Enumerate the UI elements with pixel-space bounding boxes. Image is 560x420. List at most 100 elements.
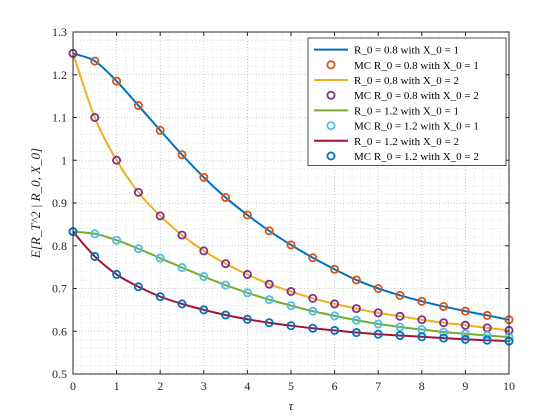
legend-entry-label: R_0 = 1.2 with X_0 = 2 [354,136,459,148]
data-point-series-7 [439,333,449,343]
data-point-series-3 [133,187,143,197]
x-tick-label: 8 [419,379,425,393]
data-point-series-1 [417,296,427,306]
x-tick-label: 6 [332,379,338,393]
data-point-series-3 [439,318,449,328]
data-point-series-5 [286,301,296,311]
data-point-series-1 [460,306,470,316]
data-point-series-7 [395,331,405,341]
data-point-series-1 [155,125,165,135]
data-point-series-5 [133,244,143,254]
data-point-series-5 [351,315,361,325]
x-tick-label: 9 [462,379,468,393]
data-point-series-5 [330,311,340,321]
data-point-series-5 [221,280,231,290]
data-point-series-3 [264,279,274,289]
data-point-series-7 [155,292,165,302]
x-tick-label: 3 [201,379,207,393]
data-point-series-7 [417,332,427,342]
data-point-series-3 [417,315,427,325]
series-markers [68,48,514,346]
data-point-series-5 [155,253,165,263]
data-point-series-1 [308,253,318,263]
data-point-series-3 [199,246,209,256]
series-line-2 [72,53,510,332]
legend-box [307,37,507,166]
data-point-series-3 [90,113,100,123]
data-point-series-5 [460,329,470,339]
y-tick-label: 1.2 [52,68,67,82]
data-point-series-3 [112,155,122,165]
data-point-series-7 [90,251,100,261]
data-point-series-1 [395,290,405,300]
data-point-series-1 [286,240,296,250]
data-point-series-5 [242,288,252,298]
data-point-series-5 [373,319,383,329]
legend-marker-swatch [326,151,336,161]
legend-entry-label: MC R_0 = 1.2 with X_0 = 1 [354,121,479,133]
data-point-series-7 [460,334,470,344]
data-point-series-1 [199,172,209,182]
data-point-series-7 [308,323,318,333]
x-tick-label: 7 [375,379,381,393]
data-point-series-1 [373,283,383,293]
data-point-series-7 [133,282,143,292]
x-tick-label: 1 [114,379,120,393]
data-point-series-3 [373,308,383,318]
data-point-series-5 [199,272,209,282]
data-point-series-7 [351,328,361,338]
y-tick-label: 0.6 [52,324,67,338]
series-line-0 [72,52,510,321]
x-tick-label: 5 [288,379,294,393]
data-point-series-5 [177,263,187,273]
data-point-series-5 [90,229,100,239]
data-point-series-3 [308,293,318,303]
data-point-series-3 [242,269,252,279]
x-tick-label: 0 [70,379,76,393]
y-tick-label: 1.1 [52,111,67,125]
data-point-series-7 [221,310,231,320]
y-tick-label: 0.8 [52,239,67,253]
series-line-6 [72,230,510,343]
legend-entry-label: MC R_0 = 1.2 with X_0 = 2 [354,151,479,163]
data-point-series-3 [395,311,405,321]
y-tick-label: 0.5 [52,367,67,381]
data-point-series-3 [221,259,231,269]
legend-entry-label: MC R_0 = 0.8 with X_0 = 2 [354,90,479,102]
data-point-series-5 [439,327,449,337]
data-point-series-1 [112,76,122,86]
data-point-series-1 [264,226,274,236]
data-point-series-5 [308,306,318,316]
y-tick-label: 0.7 [52,282,67,296]
legend-entry-label: R_0 = 0.8 with X_0 = 2 [354,75,459,87]
legend: R_0 = 0.8 with X_0 = 1 MC R_0 = 0.8 with … [307,37,507,166]
data-point-series-7 [177,299,187,309]
legend-entry-label: MC R_0 = 0.8 with X_0 = 1 [354,60,479,72]
data-point-series-7 [286,321,296,331]
x-tick-label: 10 [503,379,515,393]
legend-marker-swatch [326,90,336,100]
data-point-series-1 [221,192,231,202]
data-point-series-7 [373,329,383,339]
y-tick-label: 1.3 [52,25,67,39]
series-line-4 [72,230,510,339]
data-point-series-7 [112,269,122,279]
data-point-series-5 [482,331,492,341]
axis-ticks [72,31,510,375]
data-point-series-7 [330,325,340,335]
data-point-series-3 [286,286,296,296]
series-lines [72,52,510,343]
data-point-series-5 [264,295,274,305]
data-point-series-1 [133,101,143,111]
data-point-series-1 [351,275,361,285]
x-axis-label: τ [289,398,295,413]
tick-labels: 0 1 2 3 4 5 6 7 8 9 10 0.5 0.6 0.7 0.8 0.9 1 1.1 1.2 1.3 [52,25,515,393]
data-point-series-3 [460,320,470,330]
data-point-series-3 [177,230,187,240]
data-point-series-5 [395,322,405,332]
data-point-series-1 [330,264,340,274]
data-point-series-5 [112,235,122,245]
data-point-series-1 [90,56,100,66]
data-point-series-7 [199,305,209,315]
